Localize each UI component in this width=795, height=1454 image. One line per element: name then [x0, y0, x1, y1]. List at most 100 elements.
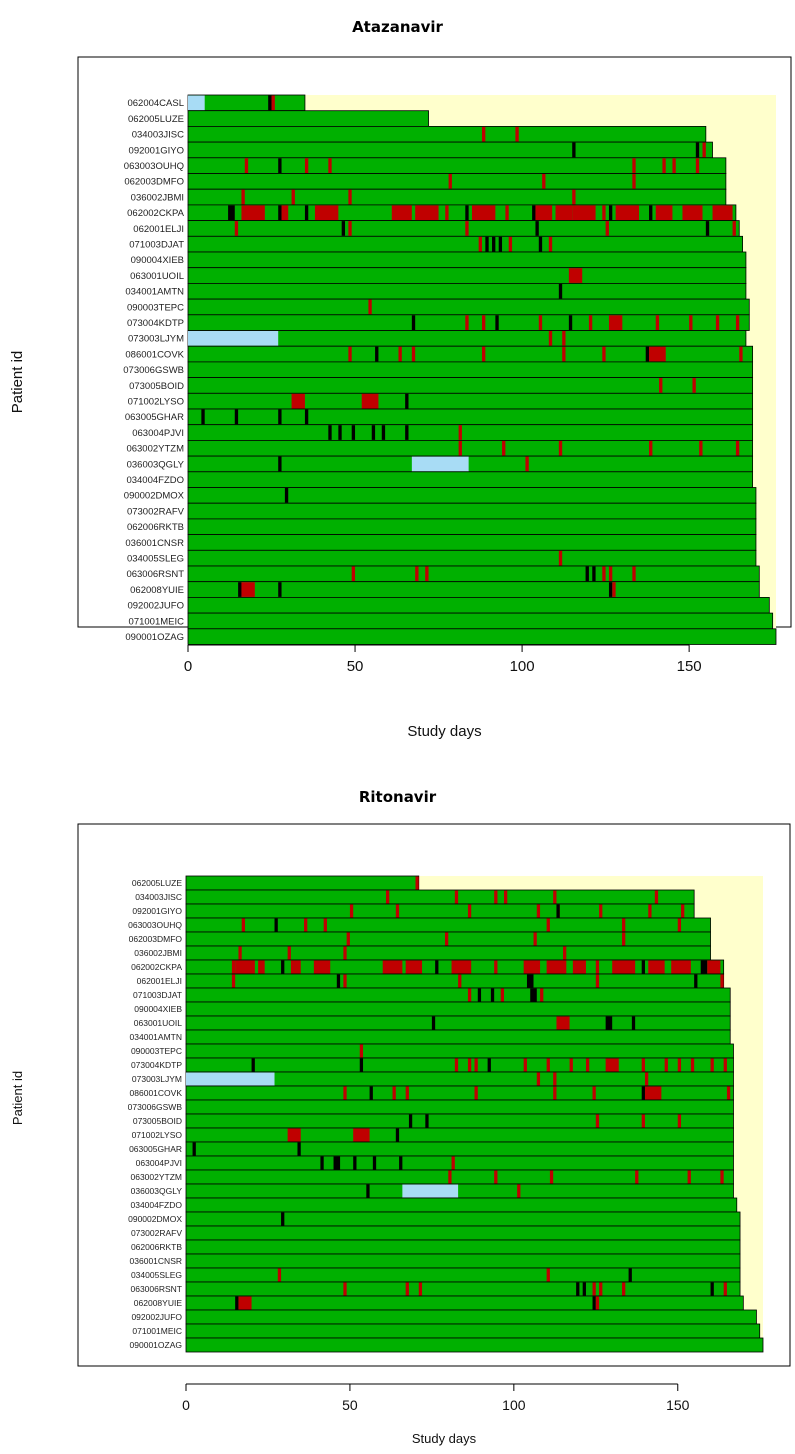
adherence-bar	[187, 534, 757, 551]
adherence-bar	[185, 1043, 734, 1059]
adherence-bar	[187, 581, 760, 598]
missed-segment	[562, 331, 566, 346]
missed-multiple-segment	[645, 346, 650, 362]
patient-id-label: 063001UOIL	[130, 271, 184, 282]
patient-row: 062006RKTB	[127, 518, 757, 535]
missed-segment	[649, 346, 666, 362]
missed-segment	[655, 315, 660, 330]
missed-segment	[238, 946, 242, 960]
missed-segment	[343, 946, 347, 960]
missed-multiple-segment	[201, 409, 205, 425]
adherence-bar	[187, 455, 754, 473]
patient-id-label: 062003DMFO	[129, 934, 183, 944]
missed-multiple-segment	[710, 1282, 714, 1296]
patient-id-label: 062002CKPA	[131, 962, 182, 972]
patient-row: 063002YTZM	[126, 439, 754, 457]
patient-id-label: 063004PJVI	[132, 428, 184, 439]
missed-segment	[690, 1058, 695, 1072]
patient-id-label: 034004FZDO	[131, 1200, 183, 1210]
missed-segment	[555, 205, 573, 221]
missed-segment	[664, 1058, 668, 1072]
missed-multiple-segment	[228, 205, 235, 221]
patient-row: 063005GHAR	[129, 1141, 734, 1157]
patient-id-label: 090002DMOX	[128, 1214, 182, 1224]
missed-multiple-segment	[336, 974, 341, 988]
missed-segment	[348, 189, 352, 205]
missed-segment	[677, 1114, 682, 1128]
patient-row: 034001AMTN	[125, 282, 747, 300]
missed-segment	[563, 946, 567, 960]
patient-row: 036003QGLY	[131, 1183, 734, 1199]
missed-segment	[538, 315, 543, 330]
missed-segment	[241, 205, 265, 221]
missed-multiple-segment	[495, 315, 499, 330]
missed-multiple-segment	[490, 988, 495, 1002]
missed-segment	[595, 960, 600, 974]
missed-multiple-segment	[538, 236, 543, 252]
patient-row: 062005LUZE	[132, 875, 420, 891]
patient-id-label: 073003LJYM	[128, 334, 184, 345]
missed-segment	[622, 918, 626, 932]
patient-row: 071002LYSO	[132, 1127, 734, 1143]
patient-row: 071003DJAT	[133, 987, 731, 1003]
missed-segment	[681, 904, 685, 918]
missed-multiple-segment	[431, 1016, 436, 1030]
missed-segment	[536, 904, 541, 918]
patient-row: 073006GSWB	[128, 1099, 734, 1115]
patient-row: 092001GIYO	[129, 141, 713, 159]
missed-segment	[735, 315, 740, 330]
missed-multiple-segment	[592, 1296, 596, 1310]
missed-multiple-segment	[411, 315, 416, 330]
patient-row: 034004FZDO	[126, 471, 754, 488]
missed-segment	[482, 346, 486, 362]
missed-segment	[592, 1086, 596, 1100]
patient-id-label: 063005GHAR	[125, 412, 184, 423]
x-tick-label: 100	[502, 1397, 526, 1413]
missed-multiple-segment	[585, 566, 589, 582]
patient-row: 090001OZAG	[125, 628, 777, 645]
missed-segment	[523, 1058, 527, 1072]
missed-segment	[632, 566, 636, 582]
missed-segment	[231, 960, 236, 974]
missed-segment	[398, 346, 402, 362]
patient-id-label: 071001MEIC	[129, 616, 185, 627]
adherence-bar	[185, 1267, 741, 1283]
patient-id-label: 092001GIYO	[132, 906, 182, 916]
missed-segment	[710, 1058, 714, 1072]
missed-multiple-segment	[274, 918, 278, 932]
missed-multiple-segment	[234, 409, 239, 425]
adherence-bar	[187, 251, 747, 269]
adherence-bar	[187, 392, 754, 410]
missed-segment	[546, 960, 567, 974]
missed-segment	[677, 1058, 682, 1072]
patient-id-label: 036001CNSR	[130, 1256, 182, 1266]
patient-id-label: 034005SLEG	[127, 553, 184, 564]
missed-multiple-segment	[700, 960, 708, 974]
missed-segment	[471, 205, 496, 221]
missed-segment	[458, 425, 462, 440]
patient-row: 090002DMOX	[128, 1211, 741, 1227]
missed-segment	[585, 1058, 590, 1072]
missed-multiple-segment	[477, 988, 482, 1002]
adherence-bar	[185, 903, 695, 919]
patient-row: 062008YUIE	[134, 1295, 744, 1311]
missed-segment	[504, 890, 508, 904]
adherence-bar	[187, 235, 743, 253]
missed-segment	[287, 946, 291, 960]
adherence-bar	[185, 945, 711, 961]
missed-segment	[444, 932, 449, 946]
adherence-bar	[187, 612, 774, 630]
patient-row: 073003LJYM	[132, 1071, 734, 1087]
missed-segment	[411, 346, 416, 362]
missed-segment	[632, 158, 636, 173]
missed-segment	[542, 174, 546, 189]
adherence-bar	[185, 875, 420, 891]
ritonavir-panel: Ritonavir 062005LUZE 034003JISC 092001GIYO…	[0, 770, 795, 1454]
missed-segment	[494, 890, 498, 904]
missed-multiple-segment	[408, 1114, 413, 1128]
patient-id-label: 071003DJAT	[133, 990, 182, 1000]
missed-multiple-segment	[320, 1156, 324, 1170]
missed-multiple-segment	[568, 315, 573, 330]
adherence-bar	[185, 1295, 744, 1311]
missed-segment	[418, 1282, 423, 1296]
